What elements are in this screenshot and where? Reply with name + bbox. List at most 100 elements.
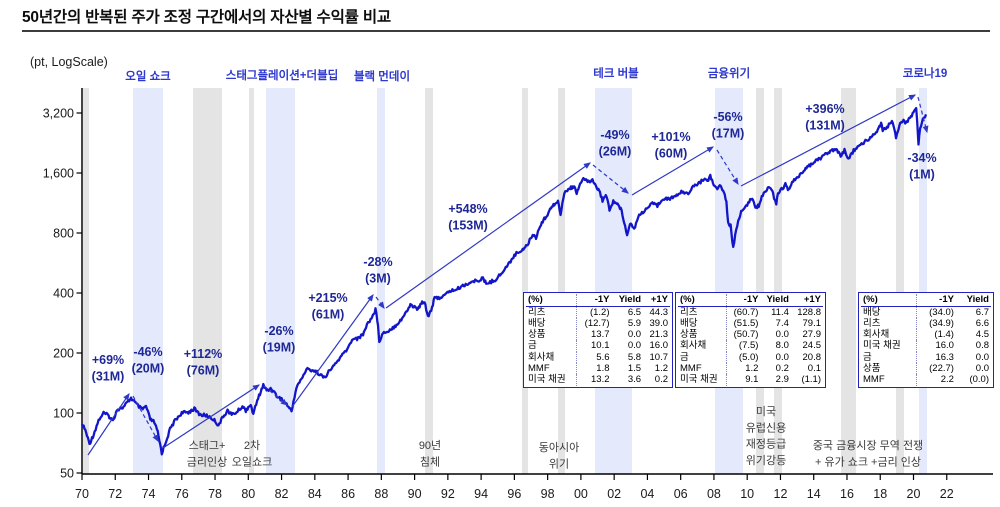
table-row: 상품 (50.7) 0.0 27.9: [678, 329, 823, 341]
asset-name-cell: 회사채: [863, 329, 890, 341]
x-tick-label: 74: [142, 487, 156, 501]
asset-name-cell: 미국 채권: [680, 374, 718, 386]
event-note: 2차: [244, 439, 260, 452]
return-value-cell: 10.7: [649, 351, 669, 363]
asset-return-table: (%) -1Y Yield +1Y 리츠 (60.7) 11.4 128.8 배당 (51.5) 7…: [678, 294, 823, 386]
table-row: 리츠 (1.2) 6.5 44.3: [526, 306, 670, 318]
y-tick-label: 100: [53, 407, 74, 421]
swing-duration-label: (3M): [365, 272, 391, 286]
return-value-cell: 5.9: [627, 317, 642, 329]
table-row: 상품 (22.7) 0.0: [861, 362, 991, 375]
rally-arrow: [291, 294, 374, 408]
recession-band: [425, 88, 433, 474]
return-value-cell: (5.0): [726, 351, 761, 363]
x-tick-label: 00: [574, 487, 588, 501]
crisis-band: [919, 88, 927, 474]
table-header-cell: (%): [526, 294, 577, 307]
asset-name-cell: MMF: [680, 362, 702, 374]
crisis-label: 스태그플레이션+더블딥: [226, 68, 339, 82]
return-value-cell: 44.3: [649, 306, 669, 318]
swing-duration-label: (61M): [312, 308, 345, 322]
recession-band: [522, 88, 528, 474]
x-tick-label: 78: [208, 487, 222, 501]
table-row: 상품 13.7 0.0 21.3: [526, 329, 670, 341]
return-value-cell: 0.0: [627, 340, 642, 352]
recession-band: [896, 88, 904, 474]
return-value-cell: 0.0: [775, 329, 789, 341]
recession-band: [249, 88, 254, 474]
swing-duration-label: (19M): [263, 341, 296, 355]
return-value-cell: 20.8: [802, 351, 822, 363]
swing-pct-label: +215%: [308, 291, 347, 305]
x-tick-label: 84: [308, 487, 322, 501]
event-note: 90년: [419, 439, 441, 452]
x-tick-label: 94: [474, 487, 488, 501]
return-value-cell: 6.7: [975, 306, 989, 318]
return-value-cell: 11.4: [771, 306, 789, 318]
drawdown-arrow: [132, 395, 159, 443]
return-value-cell: (12.7): [575, 317, 612, 330]
return-value-cell: 21.3: [649, 329, 669, 341]
event-note: 동아시아: [539, 441, 579, 454]
swing-pct-label: -56%: [713, 110, 742, 124]
return-value-cell: 128.8: [797, 306, 821, 318]
recession-band: [81, 88, 89, 474]
return-value-cell: (51.5): [726, 317, 761, 330]
asset-name-cell: 상품: [863, 362, 881, 374]
return-value-cell: 0.0: [975, 351, 989, 363]
swing-pct-label: +69%: [92, 353, 124, 367]
table-header-cell: Yield: [955, 294, 991, 307]
table-row: 배당 (12.7) 5.9 39.0: [526, 317, 670, 330]
swing-pct-label: -49%: [600, 128, 629, 142]
swing-pct-label: -46%: [133, 345, 162, 359]
asset-name-cell: 금: [528, 340, 537, 352]
asset-name-cell: 리츠: [528, 306, 546, 318]
return-value-cell: 1.2: [654, 362, 668, 374]
return-value-cell: 0.0: [975, 362, 989, 374]
return-value-cell: 13.7: [575, 329, 612, 341]
table-row: 금 16.3 0.0: [861, 351, 991, 363]
asset-name-cell: 상품: [680, 329, 698, 341]
drawdown-arrow: [263, 385, 288, 406]
table-row: 금 (5.0) 0.0 20.8: [678, 351, 823, 363]
asset-name-cell: 배당: [680, 317, 698, 329]
swing-pct-label: -28%: [363, 255, 392, 269]
x-tick-label: 10: [740, 487, 754, 501]
x-tick-label: 98: [541, 487, 555, 501]
crisis-band: [377, 88, 385, 474]
return-value-cell: (34.0): [916, 306, 956, 318]
return-value-cell: 1.8: [575, 362, 612, 375]
swing-duration-label: (31M): [92, 370, 125, 384]
asset-name-cell: 미국 채권: [863, 340, 901, 352]
x-tick-label: 82: [275, 487, 289, 501]
return-value-cell: 16.3: [916, 351, 956, 363]
asset-name-cell: 리츠: [863, 317, 881, 329]
crisis-label: 테크 버블: [593, 66, 639, 80]
event-note: 스태그+: [189, 439, 226, 452]
crisis-band: [133, 88, 163, 474]
event-note: 금리인상: [187, 455, 227, 468]
x-tick-label: 80: [241, 487, 255, 501]
return-value-cell: (22.7): [916, 362, 956, 375]
table-row: 미국 채권 9.1 2.9 (1.1): [678, 374, 823, 386]
swing-pct-label: -34%: [907, 151, 936, 165]
y-tick-label: 50: [60, 467, 74, 481]
asset-name-cell: MMF: [528, 362, 550, 374]
return-value-cell: 2.9: [775, 374, 789, 386]
x-tick-label: 92: [441, 487, 455, 501]
axis-unit-label: (pt, LogScale): [30, 55, 108, 69]
crisis-label: 코로나19: [903, 66, 948, 80]
x-tick-label: 90: [408, 487, 422, 501]
swing-duration-label: (20M): [132, 362, 165, 376]
table-row: 회사채 (7.5) 8.0 24.5: [678, 340, 823, 352]
x-tick-label: 18: [873, 487, 887, 501]
return-value-cell: (7.5): [726, 340, 761, 352]
table-row: 미국 채권 13.2 3.6 0.2: [526, 374, 670, 386]
recession-band: [841, 88, 856, 474]
swing-duration-label: (153M): [448, 219, 488, 233]
asset-table-covid19: (%) -1Y Yield 배당 (34.0) 6.7 리츠 (34.9) 6.6 회사채 (1.4…: [858, 292, 994, 388]
table-header-cell: (%): [861, 294, 917, 307]
rally-arrow: [631, 146, 715, 196]
table-row: MMF 1.2 0.2 0.1: [678, 362, 823, 375]
